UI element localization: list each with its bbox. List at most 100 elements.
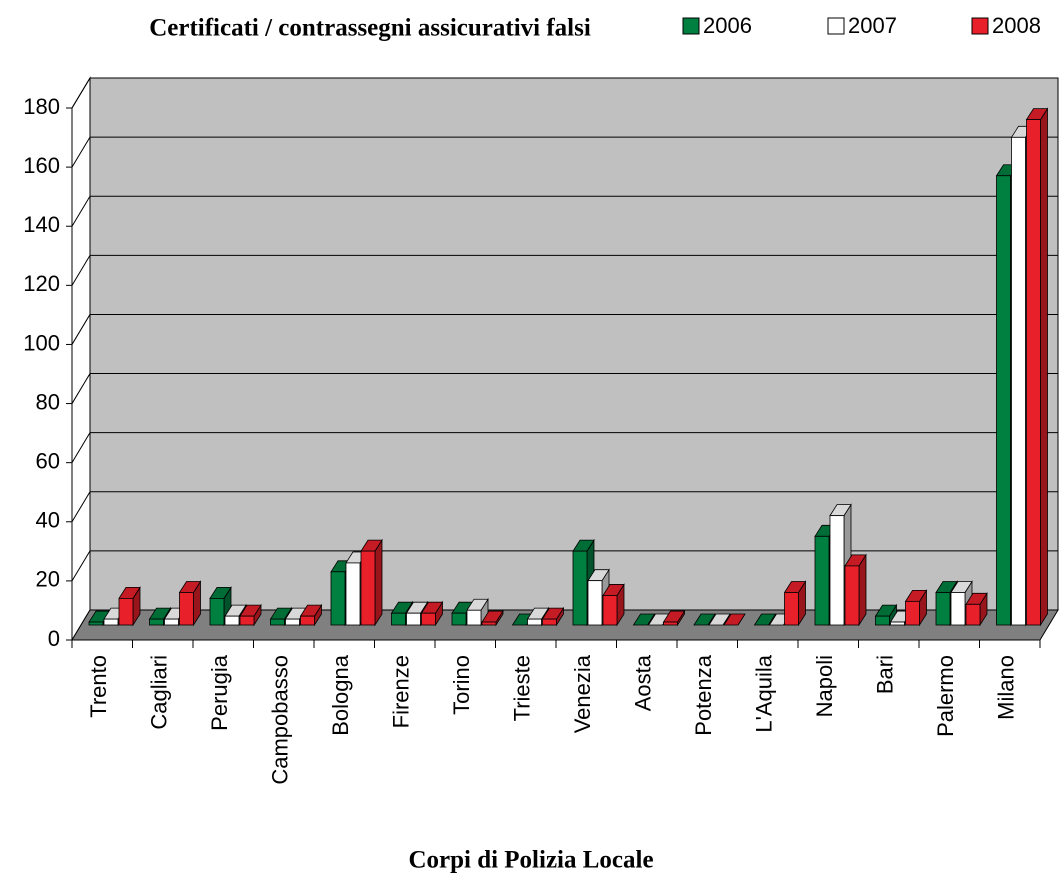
x-tick-label: Perugia — [207, 654, 232, 731]
bar-front — [935, 592, 951, 626]
x-tick-label: Napoli — [812, 655, 837, 717]
y-tick-label: 180 — [23, 94, 60, 119]
bar-front — [270, 618, 285, 626]
x-tick-label: Venezia — [570, 654, 595, 733]
x-tick-label: Aosta — [631, 654, 656, 711]
bar-front — [572, 550, 588, 626]
bar-front — [965, 603, 981, 626]
bar — [541, 606, 565, 627]
y-tick-label: 0 — [48, 626, 60, 651]
x-tick-label: Cagliari — [147, 655, 172, 730]
grid-line — [71, 373, 91, 404]
legend-swatch — [827, 17, 845, 35]
bar-front — [360, 550, 376, 626]
chart-title: Certificati / contrassegni assicurativi … — [149, 15, 591, 42]
y-tick-label: 60 — [36, 448, 60, 473]
bar-front — [829, 515, 845, 626]
bar-front — [421, 612, 436, 626]
bar-front — [542, 618, 557, 626]
legend-label: 2006 — [703, 13, 752, 38]
bar-side — [1040, 107, 1048, 627]
bar — [753, 613, 777, 626]
legend-label: 2007 — [848, 13, 897, 38]
bar-front — [451, 612, 467, 626]
bar — [965, 591, 988, 627]
grid-line — [71, 195, 91, 227]
bar-front — [285, 618, 300, 626]
y-tick-label: 120 — [23, 271, 60, 296]
bar-front — [481, 621, 497, 626]
bar-top — [632, 613, 656, 626]
bar-front — [391, 612, 406, 626]
grid-line — [71, 255, 91, 286]
y-tick-label: 20 — [36, 567, 60, 592]
bar-front — [784, 592, 799, 626]
bar-top — [723, 613, 746, 626]
bar — [632, 613, 656, 626]
bar-front — [996, 175, 1011, 626]
grid-line — [71, 314, 91, 345]
bar-front — [406, 612, 421, 626]
bar-front — [602, 595, 618, 626]
x-tick-label: Potenza — [691, 654, 716, 735]
x-tick-label: Torino — [449, 655, 474, 715]
bar-front — [118, 598, 134, 626]
bar-front — [209, 598, 225, 626]
bar-side — [374, 538, 383, 627]
grid-line — [71, 136, 91, 168]
x-tick-label: Palermo — [933, 655, 958, 737]
x-tick-label: Bologna — [328, 654, 353, 736]
x-tick-label: Trento — [86, 655, 111, 718]
y-tick-label: 160 — [23, 153, 60, 178]
bar-front — [814, 535, 830, 626]
grid-line — [71, 77, 91, 109]
grid-line — [71, 550, 91, 582]
bar — [693, 613, 716, 626]
bar — [602, 583, 625, 627]
bar-side — [858, 553, 867, 627]
bar — [360, 538, 383, 627]
bar — [178, 580, 202, 627]
bar — [299, 603, 323, 627]
grid-line — [71, 491, 91, 523]
bar-front — [890, 621, 905, 626]
bar-front — [1026, 119, 1041, 626]
bar-front — [164, 618, 179, 626]
bar — [844, 553, 867, 627]
bar — [239, 603, 262, 627]
bar-top — [753, 613, 777, 626]
y-tick-label: 100 — [23, 330, 60, 355]
bar-front — [1011, 136, 1026, 626]
back-wall — [89, 77, 1059, 611]
y-tick-label: 40 — [36, 508, 60, 533]
x-tick-label: Campobasso — [268, 655, 293, 785]
bar-front — [844, 565, 860, 626]
bar — [118, 586, 141, 627]
bar-front — [224, 615, 240, 626]
x-tick-label: Trieste — [510, 655, 535, 721]
y-tick-label: 140 — [23, 212, 60, 237]
bar — [723, 613, 746, 626]
grid-line — [71, 432, 91, 463]
bar-front — [149, 618, 164, 626]
bar-front — [330, 571, 346, 626]
bar — [708, 613, 731, 626]
bar — [481, 609, 504, 627]
x-tick-label: Milano — [994, 655, 1019, 720]
bar-front — [950, 592, 966, 626]
bar-front — [466, 609, 482, 626]
bar-front — [300, 615, 315, 626]
bar-front — [587, 580, 603, 626]
bar-front — [663, 621, 678, 626]
bar — [662, 609, 686, 627]
bar-front — [527, 618, 542, 626]
bar-front — [179, 592, 194, 626]
bar-front — [345, 562, 361, 626]
bar-top — [693, 613, 716, 626]
bar — [1025, 107, 1049, 627]
legend-swatch — [682, 17, 700, 35]
legend-swatch — [971, 17, 989, 35]
bar-front — [239, 615, 255, 626]
x-tick-label: L'Aquila — [752, 654, 777, 732]
